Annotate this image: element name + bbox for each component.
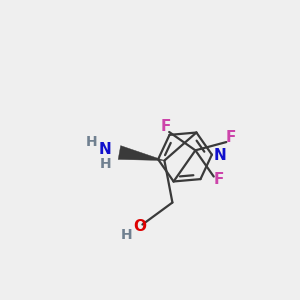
Text: O: O (133, 219, 146, 234)
Text: N: N (214, 148, 226, 163)
Text: F: F (214, 172, 224, 187)
Text: H: H (121, 227, 132, 242)
Text: F: F (226, 130, 236, 145)
Text: F: F (161, 119, 171, 134)
Text: H: H (100, 157, 111, 170)
Text: H: H (85, 134, 97, 148)
Polygon shape (118, 146, 164, 160)
Text: N: N (99, 142, 112, 157)
